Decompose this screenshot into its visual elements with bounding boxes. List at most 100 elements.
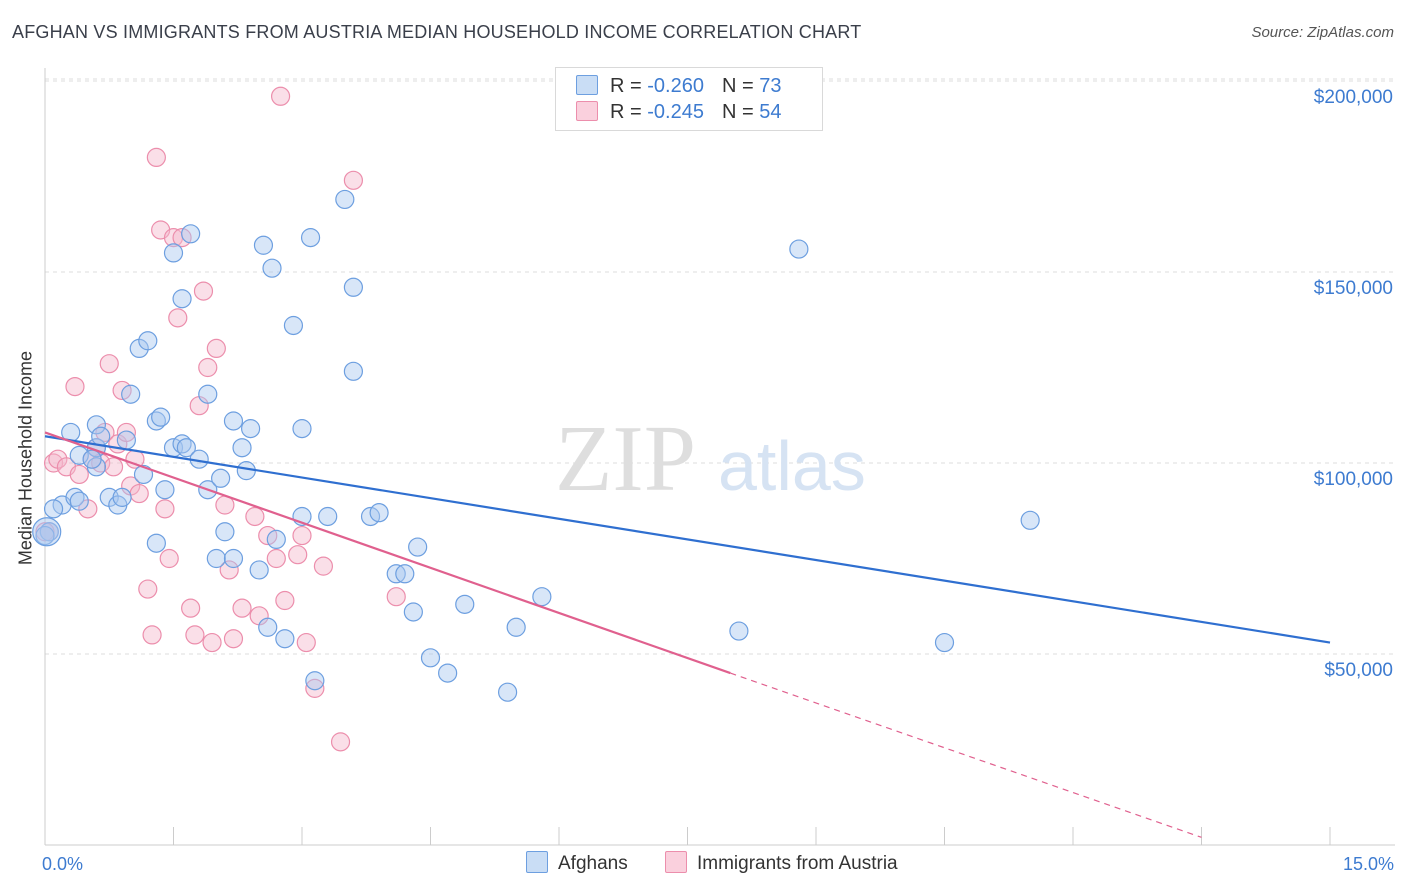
data-point-afghans: [172, 289, 192, 309]
data-point-afghans: [292, 419, 312, 439]
data-point-austria: [343, 170, 363, 190]
trend-line-afghans: [44, 435, 1331, 644]
data-point-afghans: [176, 438, 196, 458]
legend-row-afghans: R = -0.260 N = 73: [576, 75, 781, 101]
data-point-austria: [129, 483, 149, 504]
data-point-afghans: [262, 258, 282, 278]
data-point-afghans: [420, 648, 441, 668]
data-point-afghans: [163, 243, 184, 263]
y-tick-label: $150,000: [1314, 278, 1393, 299]
data-point-afghans: [223, 411, 244, 431]
data-point-afghans: [155, 480, 175, 500]
data-point-afghans: [116, 430, 136, 450]
data-point-afghans-cluster: [32, 517, 62, 547]
data-point-austria: [142, 625, 162, 645]
y-tick-label: $50,000: [1324, 660, 1393, 681]
bottom-legend-austria: Immigrants from Austria: [665, 851, 898, 875]
chart-title: AFGHAN VS IMMIGRANTS FROM AUSTRIA MEDIAN…: [12, 22, 862, 42]
data-point-afghans: [146, 533, 166, 553]
watermark-zip: ZIP: [555, 407, 696, 511]
data-point-afghans: [934, 632, 955, 653]
data-point-afghans: [403, 602, 423, 622]
x-tick-label: 15.0%: [1343, 854, 1394, 874]
bottom-legend-swatch-pink: [665, 851, 687, 873]
data-point-afghans: [532, 587, 552, 607]
data-point-afghans: [91, 426, 111, 446]
data-point-afghans: [789, 239, 809, 259]
data-point-afghans: [138, 331, 158, 351]
correlation-legend: R = -0.260 N = 73 R = -0.245 N = 54: [555, 67, 823, 131]
data-point-afghans: [69, 491, 89, 511]
data-point-afghans: [266, 529, 286, 550]
data-point-afghans: [211, 468, 231, 488]
bottom-legend-label: Afghans: [558, 853, 628, 874]
data-point-afghans: [455, 594, 475, 614]
legend-n-label: N =: [721, 75, 760, 97]
data-point-afghans: [1020, 510, 1040, 530]
data-point-afghans: [283, 315, 304, 336]
data-point-austria: [146, 147, 166, 167]
data-point-afghans: [151, 407, 171, 427]
data-point-afghans: [69, 445, 89, 465]
data-point-austria: [223, 629, 244, 649]
data-point-afghans: [318, 506, 338, 527]
data-point-austria: [99, 354, 119, 374]
legend-r-value: -0.260: [647, 75, 704, 97]
legend-swatch-blue: [576, 75, 598, 95]
trend-line-austria-extrapolated: [730, 672, 1202, 838]
data-point-austria: [69, 464, 89, 485]
data-point-afghans: [300, 228, 321, 248]
data-point-austria: [103, 457, 124, 477]
data-point-afghans: [305, 671, 325, 691]
y-tick-label: $200,000: [1314, 87, 1393, 108]
legend-swatch-pink: [576, 101, 598, 121]
data-point-austria: [296, 632, 316, 653]
data-point-afghans: [86, 415, 107, 435]
data-point-austria: [206, 338, 226, 358]
data-point-afghans: [343, 361, 363, 381]
data-point-afghans: [498, 682, 518, 702]
data-point-austria: [245, 506, 265, 527]
grid-lines: [45, 78, 1395, 655]
data-point-austria: [116, 422, 136, 443]
legend-r-label: R =: [610, 75, 648, 97]
data-point-afghans: [258, 617, 278, 637]
afghans-points: [32, 189, 1040, 702]
data-point-afghans: [275, 629, 295, 649]
data-point-afghans: [198, 384, 218, 404]
data-point-afghans: [343, 277, 363, 297]
y-tick-label: $100,000: [1314, 469, 1393, 490]
data-point-afghans: [369, 503, 389, 523]
watermark-atlas: atlas: [718, 427, 866, 505]
source-label: Source: ZipAtlas.com: [1251, 24, 1394, 41]
data-point-austria: [275, 590, 295, 611]
data-point-austria: [386, 587, 406, 607]
data-point-austria: [202, 632, 222, 653]
data-point-afghans: [181, 224, 201, 244]
data-point-afghans: [82, 449, 102, 469]
data-point-afghans: [506, 617, 526, 637]
data-point-afghans: [112, 487, 132, 507]
legend-r-label: R =: [610, 101, 648, 123]
legend-r-value: -0.245: [647, 101, 704, 123]
data-point-afghans: [43, 499, 64, 519]
data-point-afghans: [206, 548, 226, 569]
data-point-afghans: [223, 548, 244, 569]
trend-lines: [44, 431, 1331, 838]
data-point-afghans: [253, 235, 274, 255]
data-point-afghans: [395, 564, 415, 584]
data-point-afghans: [241, 419, 261, 439]
data-point-austria: [138, 579, 158, 599]
data-point-austria: [185, 625, 205, 645]
data-point-austria: [266, 548, 286, 569]
tick-labels: $50,000 $100,000 $150,000 $200,000 0.0% 15.0%: [42, 87, 1394, 874]
data-point-austria: [219, 560, 239, 580]
data-point-austria: [65, 377, 85, 397]
data-point-austria: [181, 598, 201, 618]
data-point-afghans: [729, 621, 749, 641]
data-point-afghans: [133, 464, 154, 485]
data-point-afghans: [249, 560, 269, 580]
data-point-austria: [232, 598, 252, 618]
data-point-austria: [305, 678, 325, 698]
